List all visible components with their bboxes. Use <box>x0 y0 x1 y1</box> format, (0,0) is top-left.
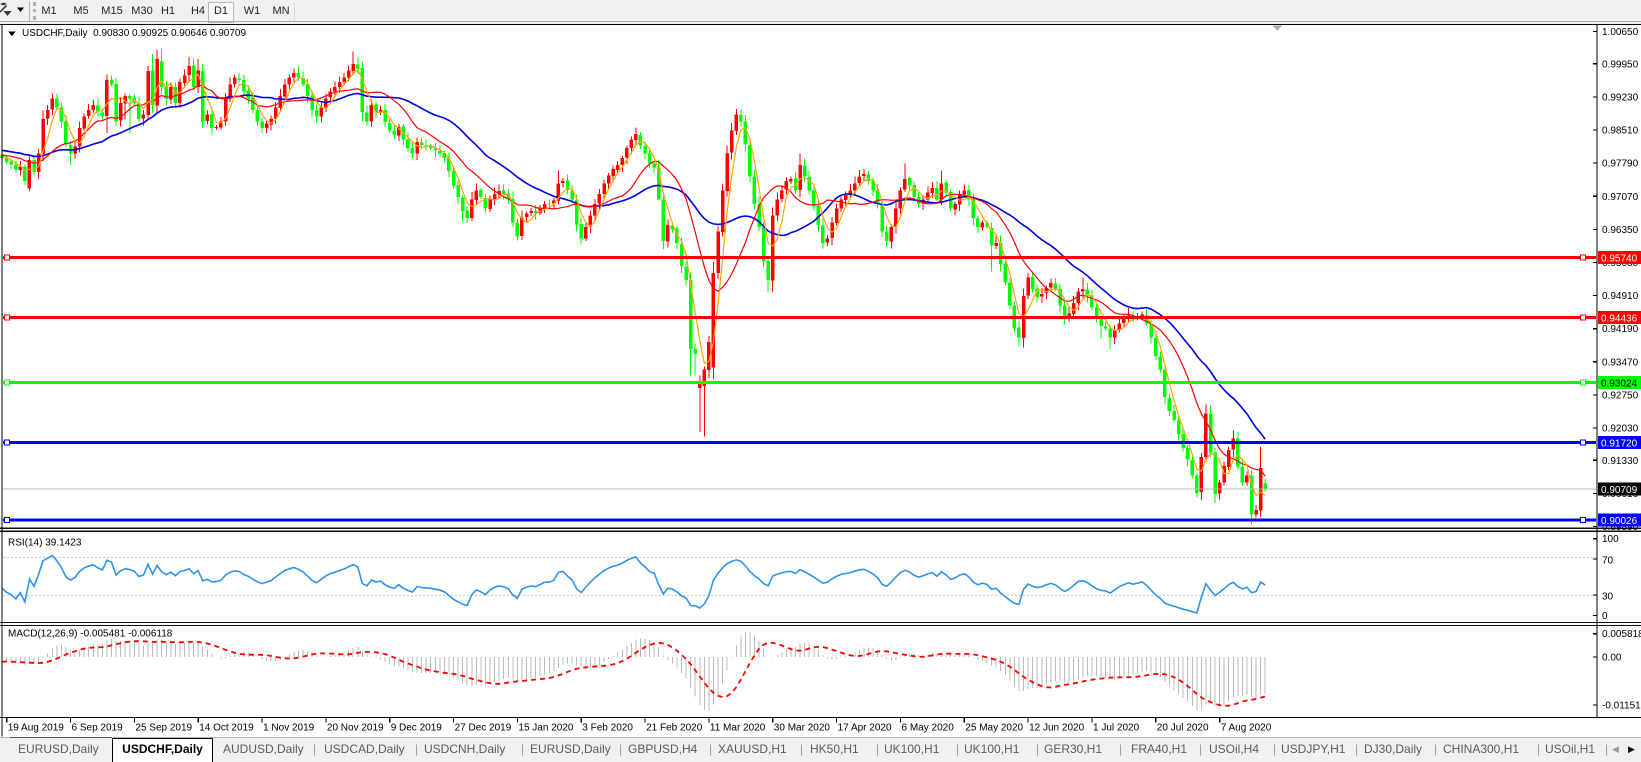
svg-text:0.98510: 0.98510 <box>1602 126 1639 137</box>
svg-text:100: 100 <box>1602 534 1619 545</box>
svg-text:0.99230: 0.99230 <box>1602 92 1639 103</box>
svg-text:27 Dec 2019: 27 Dec 2019 <box>455 723 512 734</box>
svg-text:0.97070: 0.97070 <box>1602 192 1639 203</box>
svg-text:14 Oct 2019: 14 Oct 2019 <box>199 723 254 734</box>
svg-text:1.00650: 1.00650 <box>1602 27 1639 38</box>
svg-text:12 Jun 2020: 12 Jun 2020 <box>1029 723 1084 734</box>
svg-text:0.00: 0.00 <box>1602 653 1622 664</box>
svg-text:0.99950: 0.99950 <box>1602 59 1639 70</box>
svg-text:0.92750: 0.92750 <box>1602 391 1639 402</box>
svg-text:0.91720: 0.91720 <box>1601 438 1638 449</box>
svg-text:0.90026: 0.90026 <box>1601 516 1638 527</box>
svg-text:30: 30 <box>1602 591 1614 602</box>
svg-text:0.94436: 0.94436 <box>1601 313 1638 324</box>
svg-text:MACD(12,26,9) -0.005481 -0.006: MACD(12,26,9) -0.005481 -0.006118 <box>8 629 173 640</box>
svg-text:11 Mar 2020: 11 Mar 2020 <box>710 723 766 734</box>
svg-text:1 Jul 2020: 1 Jul 2020 <box>1093 723 1140 734</box>
svg-text:3 Feb 2020: 3 Feb 2020 <box>582 723 633 734</box>
svg-text:6 Sep 2019: 6 Sep 2019 <box>72 723 124 734</box>
svg-text:30 Mar 2020: 30 Mar 2020 <box>774 723 831 734</box>
svg-text:19 Aug 2019: 19 Aug 2019 <box>8 723 65 734</box>
svg-text:20 Nov 2019: 20 Nov 2019 <box>327 723 384 734</box>
svg-text:0.93470: 0.93470 <box>1602 357 1639 368</box>
svg-text:1 Nov 2019: 1 Nov 2019 <box>263 723 315 734</box>
svg-text:25 Sep 2019: 25 Sep 2019 <box>135 723 192 734</box>
svg-text:7 Aug 2020: 7 Aug 2020 <box>1221 723 1272 734</box>
svg-text:21 Feb 2020: 21 Feb 2020 <box>646 723 703 734</box>
svg-text:6 May 2020: 6 May 2020 <box>902 723 955 734</box>
svg-text:RSI(14) 39.1423: RSI(14) 39.1423 <box>8 538 82 549</box>
svg-text:0.92030: 0.92030 <box>1602 424 1639 435</box>
svg-text:0.005818: 0.005818 <box>1602 629 1641 640</box>
svg-text:USDCHF,Daily 0.90830 0.90925: USDCHF,Daily 0.90830 0.90925 0.90646 0.9… <box>22 28 246 39</box>
svg-text:20 Jul 2020: 20 Jul 2020 <box>1157 723 1209 734</box>
svg-text:0.97790: 0.97790 <box>1602 159 1639 170</box>
svg-text:0: 0 <box>1602 611 1608 622</box>
svg-text:0.93024: 0.93024 <box>1601 378 1638 389</box>
svg-text:0.94190: 0.94190 <box>1602 324 1639 335</box>
svg-text:17 Apr 2020: 17 Apr 2020 <box>838 723 892 734</box>
svg-text:0.96350: 0.96350 <box>1602 225 1639 236</box>
svg-text:0.89890: 0.89890 <box>1602 522 1639 533</box>
svg-text:0.94910: 0.94910 <box>1602 291 1639 302</box>
svg-text:9 Dec 2019: 9 Dec 2019 <box>391 723 443 734</box>
svg-text:25 May 2020: 25 May 2020 <box>965 723 1023 734</box>
svg-text:0.90709: 0.90709 <box>1601 485 1638 496</box>
svg-text:0.91330: 0.91330 <box>1602 456 1639 467</box>
svg-text:0.95740: 0.95740 <box>1601 253 1638 264</box>
svg-text:70: 70 <box>1602 555 1614 566</box>
svg-text:15 Jan 2020: 15 Jan 2020 <box>518 723 573 734</box>
svg-text:-0.011514: -0.011514 <box>1602 701 1641 712</box>
